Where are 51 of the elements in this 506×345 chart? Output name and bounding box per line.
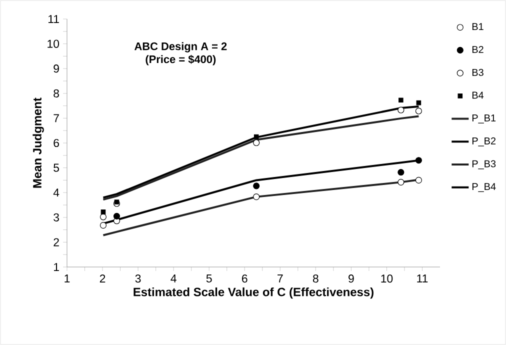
point bbox=[398, 168, 404, 176]
y-tick-label: 1 bbox=[54, 263, 59, 271]
y-tick-label: 8 bbox=[54, 89, 59, 98]
x-tick-label: 10 bbox=[381, 274, 393, 283]
x-tick-label: 2 bbox=[100, 274, 106, 283]
point bbox=[415, 176, 422, 184]
y-tick-label: 3 bbox=[54, 213, 59, 222]
legend-label: B1 bbox=[472, 23, 484, 30]
x-tick-label: 3 bbox=[135, 274, 141, 283]
y-tick-label: 7 bbox=[54, 114, 59, 122]
point bbox=[254, 134, 259, 140]
legend-label: B3 bbox=[472, 68, 484, 76]
x-tick-label: 6 bbox=[242, 274, 248, 283]
point bbox=[398, 106, 404, 114]
point bbox=[398, 98, 404, 102]
y-tick-label: 5 bbox=[54, 164, 60, 172]
text: ABC Design A = 2 bbox=[134, 42, 227, 52]
text: (Price = $400) bbox=[146, 54, 216, 66]
x-tick-label: 1 bbox=[64, 274, 70, 282]
legend-label: B2 bbox=[472, 46, 484, 53]
point bbox=[253, 194, 260, 200]
point bbox=[114, 200, 120, 204]
point bbox=[415, 108, 422, 114]
point bbox=[100, 214, 107, 220]
point bbox=[398, 178, 404, 186]
x-tick-label: 11 bbox=[417, 274, 428, 282]
point bbox=[100, 222, 107, 229]
point bbox=[113, 212, 120, 220]
legend-label: P_B2 bbox=[472, 137, 496, 146]
point bbox=[253, 182, 260, 190]
y-tick-label: 4 bbox=[53, 188, 60, 197]
y-tick-label: 11 bbox=[48, 15, 59, 23]
y-tick-label: 9 bbox=[54, 64, 59, 73]
x-tick-label: 9 bbox=[348, 274, 354, 283]
x-tick-label: 5 bbox=[206, 274, 212, 282]
point bbox=[415, 157, 422, 164]
x-tick-label: 7 bbox=[278, 274, 283, 282]
point bbox=[100, 210, 106, 214]
legend-label: P_B4 bbox=[472, 183, 496, 192]
point bbox=[253, 139, 260, 146]
y-tick-label: 6 bbox=[54, 138, 59, 148]
y-axis-title: Mean Judgment bbox=[32, 98, 44, 188]
legend-label: P_B1 bbox=[472, 114, 496, 124]
x-axis-title: Estimated Scale Value of C (Effectiveness) bbox=[134, 287, 374, 299]
y-tick-label: 2 bbox=[54, 238, 59, 246]
point bbox=[416, 100, 422, 106]
x-tick-label: 4 bbox=[170, 274, 176, 282]
x-tick-label: 8 bbox=[312, 274, 318, 283]
legend-label: B4 bbox=[472, 92, 484, 99]
y-tick-label: 10 bbox=[48, 40, 60, 48]
legend-label: P_B3 bbox=[472, 160, 496, 170]
